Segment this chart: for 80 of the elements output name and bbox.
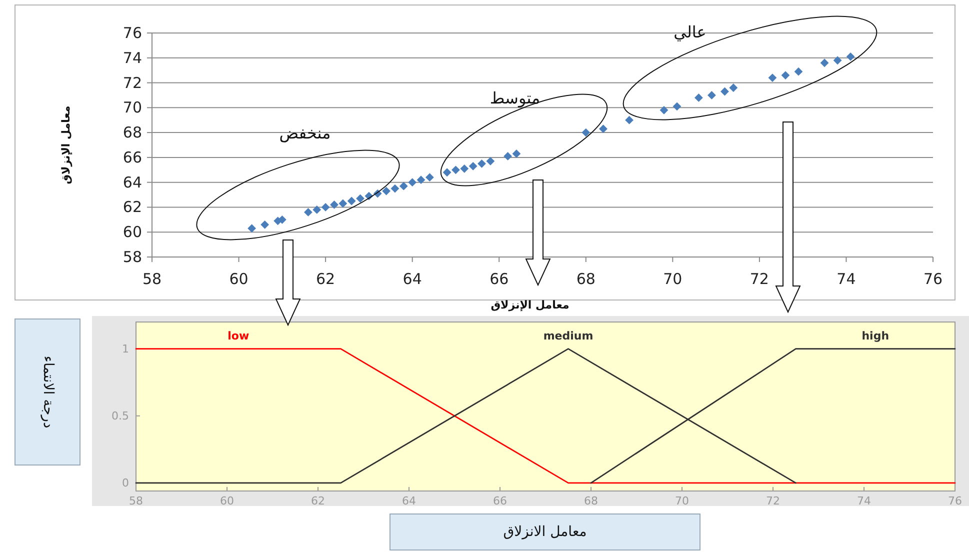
point <box>390 184 400 193</box>
point <box>321 203 330 212</box>
y-tick-label: 62 <box>122 198 142 216</box>
point <box>694 94 703 102</box>
x-tick-label: 72 <box>766 494 780 508</box>
series-label: high <box>862 329 890 342</box>
annotation: عالي <box>674 22 706 42</box>
point <box>330 200 338 209</box>
point <box>356 194 364 203</box>
point <box>478 159 486 168</box>
annotation: متوسط <box>490 88 540 108</box>
point <box>504 152 512 160</box>
point <box>347 196 356 206</box>
point <box>399 182 408 190</box>
point <box>486 156 495 166</box>
point <box>304 208 312 216</box>
point <box>794 67 803 76</box>
point <box>425 173 434 182</box>
x-tick-label: 66 <box>490 270 509 288</box>
y-axis-title: درجة الانتماء <box>40 356 56 428</box>
x-tick-label: 74 <box>836 270 856 288</box>
x-tick-label: 76 <box>948 494 962 508</box>
point <box>416 176 426 184</box>
point <box>468 162 478 170</box>
point <box>768 74 777 82</box>
x-tick-label: 70 <box>663 270 682 288</box>
x-tick-label: 62 <box>316 270 336 288</box>
x-tick-label: 76 <box>923 270 943 288</box>
y-tick-label: 60 <box>122 223 142 242</box>
x-axis-title: معامل الانزلاق <box>503 524 587 540</box>
point <box>781 71 790 80</box>
x-tick-label: 62 <box>311 494 325 508</box>
y-tick-label: 68 <box>122 124 142 142</box>
series-label: medium <box>543 329 594 342</box>
point <box>833 56 842 65</box>
y-tick-label: 0.5 <box>112 409 129 422</box>
y-tick-label: 76 <box>122 24 142 42</box>
x-tick-label: 68 <box>584 494 598 508</box>
point <box>338 199 348 208</box>
point <box>582 128 590 137</box>
y-tick-label: 72 <box>122 74 142 92</box>
point <box>708 91 716 100</box>
point <box>382 186 390 196</box>
point <box>442 168 452 177</box>
point <box>720 87 729 96</box>
y-tick-label: 0 <box>122 476 129 490</box>
x-tick-label: 68 <box>576 270 596 288</box>
point <box>625 116 634 124</box>
point <box>460 164 469 173</box>
point <box>408 178 417 187</box>
point <box>312 206 322 214</box>
point <box>512 150 521 158</box>
point <box>729 84 738 92</box>
x-tick-label: 64 <box>402 494 416 508</box>
x-tick-label: 74 <box>857 494 871 508</box>
point <box>846 52 855 61</box>
y-tick-label: 64 <box>122 173 142 192</box>
x-tick-label: 70 <box>675 494 689 508</box>
x-tick-label: 60 <box>220 494 234 508</box>
y-tick-label: 70 <box>122 98 142 117</box>
point <box>248 224 256 233</box>
y-tick-label: 1 <box>122 342 129 356</box>
point <box>660 106 668 114</box>
point <box>672 102 682 111</box>
x-tick-label: 66 <box>493 494 507 508</box>
y-tick-label: 58 <box>122 248 142 266</box>
point <box>260 220 270 229</box>
y-tick-label: 74 <box>122 48 142 67</box>
x-tick-label: 60 <box>229 270 248 288</box>
x-axis-title: معامل الإنزلاق <box>490 298 570 312</box>
point <box>599 124 608 134</box>
series-label: low <box>228 329 250 342</box>
annotation: منخفض <box>279 124 331 142</box>
point <box>820 58 829 68</box>
point <box>452 166 460 174</box>
y-tick-label: 66 <box>122 148 142 166</box>
x-tick-label: 64 <box>402 270 422 288</box>
x-tick-label: 72 <box>750 270 769 288</box>
x-tick-label: 58 <box>142 270 162 288</box>
y-axis-title: معامل الإنزلاق <box>60 106 72 184</box>
